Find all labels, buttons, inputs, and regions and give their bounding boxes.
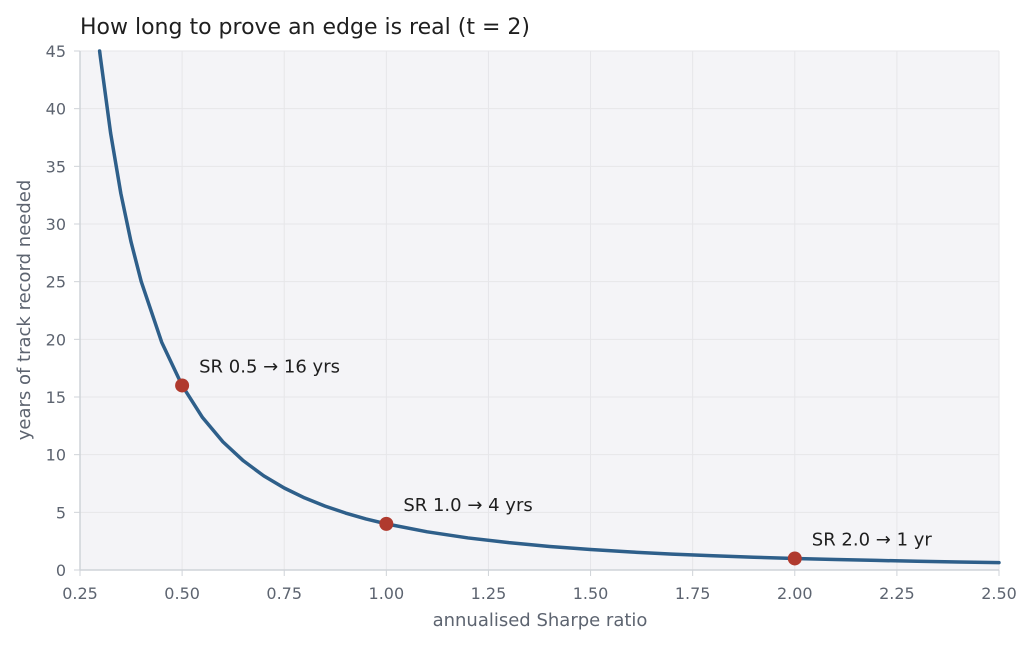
x-tick-label: 2.25 (879, 584, 915, 603)
y-tick-label: 10 (46, 446, 66, 465)
point-annotation: SR 0.5 → 16 yrs (199, 356, 340, 377)
x-tick-label: 0.25 (62, 584, 98, 603)
point-annotation: SR 2.0 → 1 yr (812, 529, 933, 550)
x-tick-label: 2.00 (777, 584, 813, 603)
tick-labels: 0.25 0.50 0.75 1.00 1.25 1.50 1.75 2.00 2.25 2.50… (46, 42, 1017, 603)
x-tick-label: 2.50 (981, 584, 1017, 603)
x-tick-label: 0.75 (266, 584, 302, 603)
y-tick-label: 5 (56, 503, 66, 522)
highlighted-point (175, 378, 190, 393)
y-tick-label: 0 (56, 561, 66, 580)
y-tick-label: 40 (46, 100, 66, 119)
point-annotations: SR 0.5 → 16 yrs SR 1.0 → 4 yrs SR 2.0 → 1 … (199, 356, 932, 550)
chart-title: How long to prove an edge is real (t = 2… (80, 15, 530, 40)
y-tick-label: 30 (46, 215, 66, 234)
highlighted-point (379, 516, 394, 531)
x-tick-label: 1.75 (675, 584, 711, 603)
point-annotation: SR 1.0 → 4 yrs (403, 495, 532, 516)
x-tick-label: 0.50 (164, 584, 200, 603)
y-tick-label: 35 (46, 157, 66, 176)
y-tick-label: 15 (46, 388, 66, 407)
y-tick-label: 20 (46, 330, 66, 349)
x-tick-label: 1.00 (369, 584, 405, 603)
highlighted-point (787, 551, 802, 566)
y-tick-label: 25 (46, 273, 66, 292)
x-axis-label: annualised Sharpe ratio (433, 610, 648, 631)
y-axis-label: years of track record needed (14, 180, 35, 441)
series-line (97, 49, 1001, 565)
axes (74, 50, 1000, 576)
y-tick-label: 45 (46, 42, 66, 61)
x-tick-label: 1.25 (471, 584, 507, 603)
x-tick-label: 1.50 (573, 584, 609, 603)
highlighted-points (175, 378, 802, 566)
plot-background (80, 51, 999, 570)
